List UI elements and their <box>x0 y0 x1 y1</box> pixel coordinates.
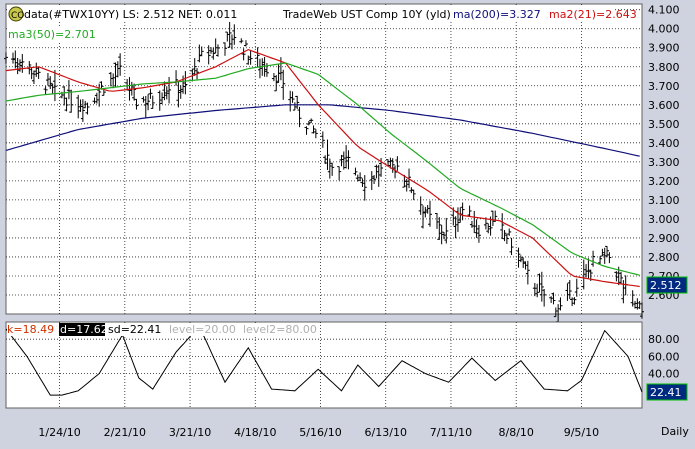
date-tick-label: 1/24/10 <box>38 426 80 439</box>
stoch-level1-text: level=20.00 <box>169 323 236 336</box>
stoch-sd-text: sd=22.41 <box>108 323 161 336</box>
price-grid <box>6 4 642 314</box>
date-tick-label: 6/13/10 <box>365 426 407 439</box>
price-last-badge <box>646 276 688 294</box>
price-tick-label: 3.100 <box>648 194 680 207</box>
price-tick-label: 3.800 <box>648 61 680 74</box>
price-tick-label: 3.300 <box>648 156 680 169</box>
stoch-d-highlight <box>59 323 105 336</box>
header-ma200-text: ma(200)=3.327 <box>453 8 541 21</box>
date-tick-label: 8/8/10 <box>498 426 533 439</box>
stoch-last-badge <box>646 383 688 401</box>
price-tick-label: 4.000 <box>648 23 680 36</box>
price-axis: 4.100 4.000 3.900 3.800 3.700 3.600 3.500 3.400… <box>648 4 680 302</box>
stoch-panel <box>5 321 643 409</box>
price-tick-label: 3.500 <box>648 118 680 131</box>
stoch-tick-label: 80.00 <box>648 333 680 346</box>
date-tick-label: 2/21/10 <box>104 426 146 439</box>
ma200-line <box>5 104 640 157</box>
date-axis: 1/24/10 2/21/10 3/21/10 4/18/10 5/16/10 6/13/… <box>38 426 599 439</box>
price-tick-label: 3.400 <box>648 137 680 150</box>
header-ma50-text: ma3(50)=2.701 <box>8 28 96 41</box>
date-tick-label: 9/5/10 <box>564 426 599 439</box>
symbol-icon[interactable] <box>8 6 24 22</box>
date-tick-label: 3/21/10 <box>169 426 211 439</box>
header-ma21-text: ma2(21)=2.643 <box>549 8 637 21</box>
price-tick-label: 3.600 <box>648 99 680 112</box>
price-panel <box>5 3 643 315</box>
stoch-lines <box>5 325 643 396</box>
price-last-value: 2.512 <box>650 279 682 292</box>
price-tick-label: 3.700 <box>648 80 680 93</box>
stoch-grid <box>6 322 642 408</box>
period-label[interactable]: Daily <box>661 425 689 438</box>
symbol-icon-label: CO <box>11 11 24 21</box>
stoch-tick-label: 40.00 <box>648 368 680 381</box>
price-tick-label: 4.100 <box>648 4 680 17</box>
stoch-k-line <box>5 325 643 396</box>
stoch-k-text: k=18.49 <box>7 323 54 336</box>
stoch-d-text: d=17.62 <box>60 323 108 336</box>
stoch-level2-text: level2=80.00 <box>243 323 317 336</box>
stoch-axis: 80.00 60.00 40.00 <box>648 333 680 380</box>
price-tick-label: 3.000 <box>648 213 680 226</box>
header-backdrop <box>7 6 615 20</box>
header-source-text: TradeWeb UST Comp 10Y (yld) <box>282 8 451 21</box>
date-tick-label: 4/18/10 <box>234 426 276 439</box>
price-tick-label: 2.900 <box>648 232 680 245</box>
date-tick-label: 7/11/10 <box>430 426 472 439</box>
header-symbol-text: data(#TWX10YY) LS: 2.512 NET: 0.011 <box>24 8 237 21</box>
price-bars <box>4 21 644 323</box>
stoch-last-value: 22.41 <box>650 386 682 399</box>
ma50-line <box>5 62 640 276</box>
price-tick-label: 3.200 <box>648 175 680 188</box>
date-tick-label: 5/16/10 <box>299 426 341 439</box>
ma21-line <box>5 48 640 288</box>
price-lines <box>5 48 640 288</box>
price-tick-label: 2.800 <box>648 251 680 264</box>
price-tick-label: 3.900 <box>648 42 680 55</box>
stoch-tick-label: 60.00 <box>648 350 680 363</box>
ma50-label-backdrop <box>7 27 119 41</box>
